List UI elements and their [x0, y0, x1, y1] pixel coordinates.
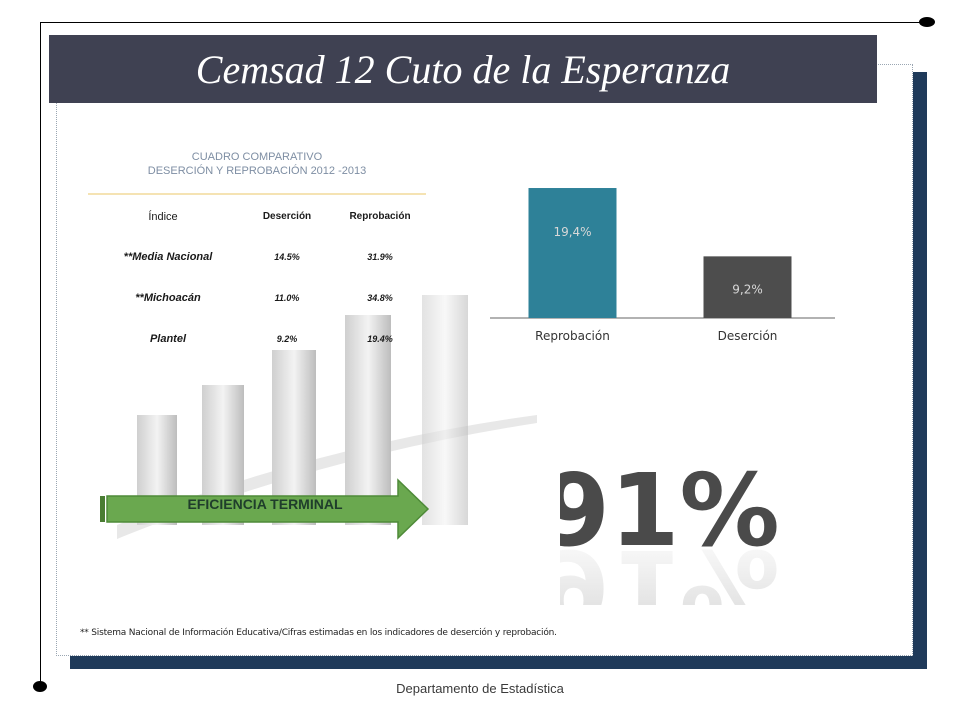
- bar-reprobacion: [528, 188, 617, 318]
- slide-content-panel: [56, 64, 913, 656]
- efficiency-value-reflection: 91%: [560, 527, 780, 605]
- corner-dot-bottom-left: [33, 681, 47, 692]
- table-row-label: Plantel: [149, 333, 187, 345]
- table-title-line1: CUADRO COMPARATIVO: [191, 151, 323, 163]
- frame-line-top: [40, 22, 928, 23]
- table-title-divider: [88, 193, 426, 195]
- table-cell-desercion: 9.2%: [276, 334, 298, 344]
- frame-line-left: [40, 22, 41, 688]
- bar-desercion: [703, 256, 792, 318]
- table-header-reprobacion: Reprobación: [349, 211, 411, 222]
- table-title-line2: DESERCIÓN Y REPROBACIÓN 2012 -2013: [147, 165, 367, 177]
- efficiency-label: EFICIENCIA TERMINAL: [187, 496, 343, 512]
- corner-dot-top-right: [919, 17, 935, 27]
- table-cell-reprobacion: 31.9%: [367, 252, 393, 262]
- bar-chart: 19,4% Reprobación 9,2% Deserción: [490, 188, 835, 343]
- efficiency-value-graphic: 91% 91%: [560, 455, 781, 605]
- table-cell-reprobacion: 19.4%: [367, 334, 393, 344]
- x-tick-label: Deserción: [718, 329, 778, 343]
- bar-data-label: 9,2%: [732, 282, 763, 296]
- footer-department: Departamento de Estadística: [396, 681, 564, 696]
- table-title: CUADRO COMPARATIVO DESERCIÓN Y REPROBACI…: [88, 150, 426, 178]
- x-tick-label: Reprobación: [535, 329, 610, 343]
- table-header-indice: Índice: [148, 211, 178, 223]
- table-row-label: **Michoacán: [135, 292, 201, 304]
- table-cell-desercion: 11.0%: [274, 293, 300, 303]
- slide-title: Cemsad 12 Cuto de la Esperanza: [195, 46, 731, 92]
- bar-data-label: 19,4%: [553, 225, 591, 239]
- footnote: ** Sistema Nacional de Información Educa…: [80, 628, 557, 638]
- title-bar: Cemsad 12 Cuto de la Esperanza: [49, 35, 877, 103]
- table-row-label: **Media Nacional: [123, 251, 213, 263]
- table-cell-reprobacion: 34.8%: [367, 293, 393, 303]
- efficiency-value: 91%: [560, 455, 780, 569]
- efficiency-arrow: [100, 478, 430, 540]
- table-header-desercion: Deserción: [262, 211, 312, 222]
- table-cell-desercion: 14.5%: [274, 252, 300, 262]
